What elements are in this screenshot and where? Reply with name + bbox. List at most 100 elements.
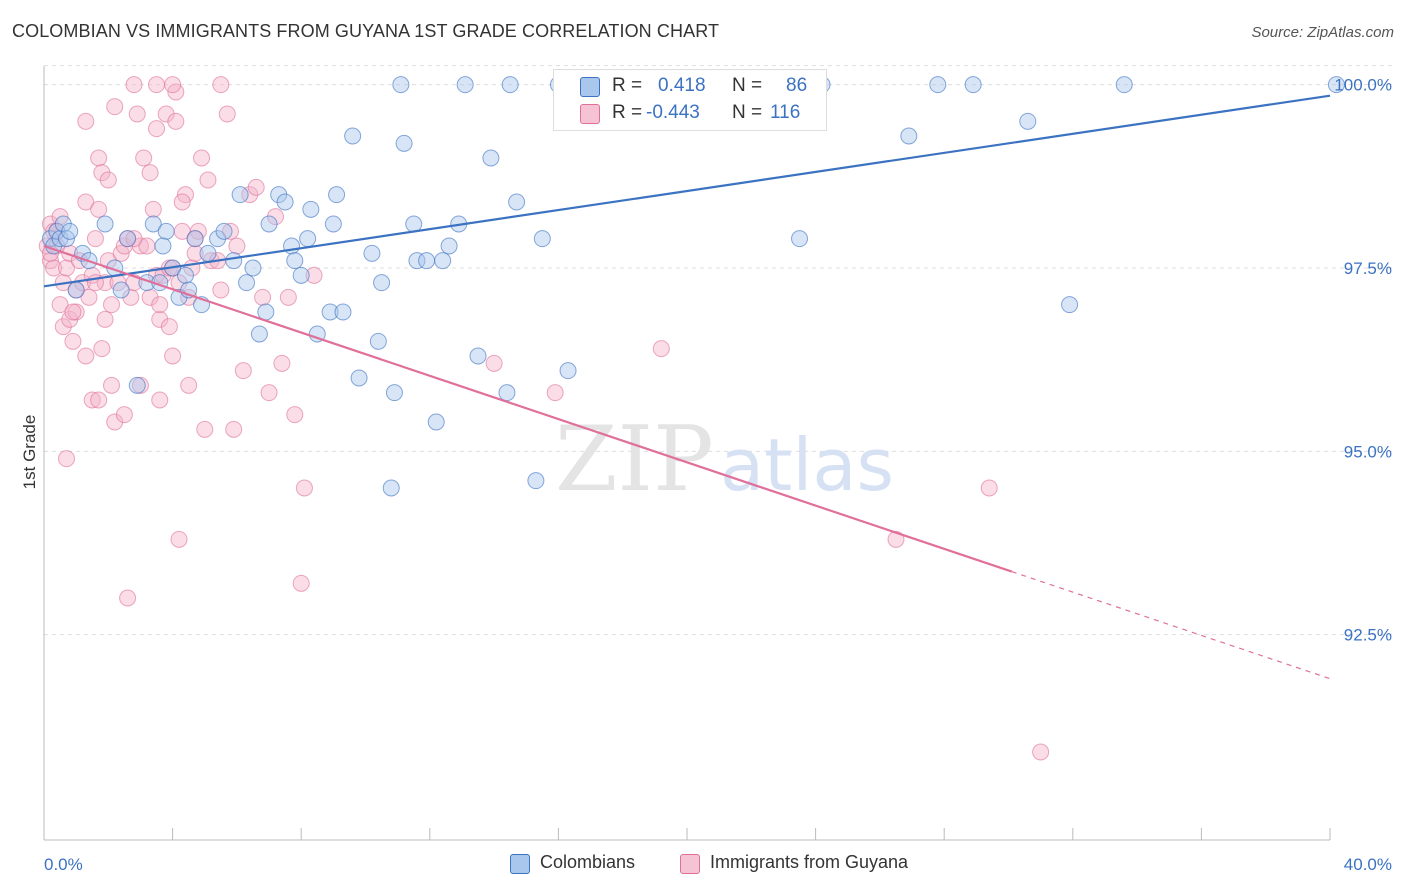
guyana-point xyxy=(77,112,95,130)
colombian-point xyxy=(498,384,516,402)
legend-label-guyana: Immigrants from Guyana xyxy=(710,852,909,872)
y-tick-label: 95.0% xyxy=(1344,442,1392,461)
guyana-point xyxy=(77,193,95,211)
guyana-point xyxy=(193,149,211,167)
colombian-point xyxy=(427,413,445,431)
guyana-point xyxy=(45,259,63,277)
colombian-point xyxy=(96,215,114,233)
source-label: Source: ZipAtlas.com xyxy=(1251,24,1394,41)
guyana-point xyxy=(148,76,166,94)
y-axis-label: 1st Grade xyxy=(20,415,39,490)
legend-r-label: R = xyxy=(612,102,643,123)
legend-row-colombians: R = 0.418 N = 86 xyxy=(554,73,826,99)
colombian-point xyxy=(250,325,268,343)
guyana-point xyxy=(99,171,117,189)
watermark-atlas: atlas xyxy=(720,423,894,507)
series-colombians-points xyxy=(41,76,1345,497)
guyana-point xyxy=(652,340,670,358)
colombians-trend-line xyxy=(43,94,1331,288)
colombian-point xyxy=(308,325,326,343)
colombian-point xyxy=(434,252,452,270)
colombian-point xyxy=(215,222,233,240)
guyana-point xyxy=(247,178,265,196)
guyana-point xyxy=(148,120,166,138)
guyana-point xyxy=(115,406,133,424)
colombian-point xyxy=(260,215,278,233)
guyana-point xyxy=(119,589,137,607)
guyana-point xyxy=(90,200,108,218)
guyana-point xyxy=(135,149,153,167)
colombian-point xyxy=(299,230,317,248)
colombian-point xyxy=(385,384,403,402)
guyana-point xyxy=(86,230,104,248)
colombian-point xyxy=(1019,112,1037,130)
colombian-point xyxy=(128,376,146,394)
stats-legend: R = 0.418 N = 86 R = -0.443 N = 116 xyxy=(553,69,827,131)
legend-swatch-guyana xyxy=(680,854,700,874)
colombian-point xyxy=(328,186,346,204)
guyana-point xyxy=(218,105,236,123)
guyana-point xyxy=(212,281,230,299)
guyana-point xyxy=(90,149,108,167)
guyana-point xyxy=(58,450,76,468)
colombian-point xyxy=(469,347,487,365)
guyana-point xyxy=(170,530,188,548)
guyana-point xyxy=(887,530,905,548)
guyana-point xyxy=(241,186,259,204)
guyana-point xyxy=(167,112,185,130)
guyana-point xyxy=(90,391,108,409)
guyana-trend-line-extension xyxy=(1011,571,1331,680)
colombian-point xyxy=(1061,296,1079,314)
watermark: ZIP atlas xyxy=(555,407,894,512)
colombian-point xyxy=(344,127,362,145)
guyana-point xyxy=(131,237,149,255)
colombian-point xyxy=(1115,76,1133,94)
trend-lines xyxy=(43,94,1331,680)
colombian-point xyxy=(302,200,320,218)
colombian-point xyxy=(144,215,162,233)
guyana-point xyxy=(186,244,204,262)
guyana-point xyxy=(254,288,272,306)
guyana-point xyxy=(234,362,252,380)
guyana-point xyxy=(151,296,169,314)
guyana-point xyxy=(58,259,76,277)
colombian-point xyxy=(276,193,294,211)
chart-title: COLOMBIAN VS IMMIGRANTS FROM GUYANA 1ST … xyxy=(12,21,720,41)
colombian-point xyxy=(527,472,545,490)
legend-n-label: N = xyxy=(732,75,763,96)
colombian-point xyxy=(482,149,500,167)
guyana-point xyxy=(103,376,121,394)
colombian-point xyxy=(61,222,79,240)
colombian-point xyxy=(199,244,217,262)
guyana-point xyxy=(151,391,169,409)
tick-labels: 92.5% 95.0% 97.5% 100.0% 0.0% 40.0% xyxy=(44,76,1392,874)
colombian-point xyxy=(154,237,172,255)
guyana-point xyxy=(286,406,304,424)
colombian-point xyxy=(334,303,352,321)
colombian-point xyxy=(350,369,368,387)
guyana-point xyxy=(199,171,217,189)
legend-n-value: 86 xyxy=(786,75,808,96)
guyana-point xyxy=(980,479,998,497)
legend-r-value: 0.418 xyxy=(658,75,706,96)
legend-row-guyana: R = -0.443 N = 116 xyxy=(554,100,826,126)
guyana-point xyxy=(295,479,313,497)
guyana-point xyxy=(164,76,182,94)
guyana-point xyxy=(196,420,214,438)
colombian-point xyxy=(363,244,381,262)
guyana-point xyxy=(173,193,191,211)
guyana-point xyxy=(221,222,239,240)
colombian-point xyxy=(54,215,72,233)
guyana-point xyxy=(305,266,323,284)
series-guyana-points xyxy=(38,76,1050,761)
colombian-point xyxy=(324,215,342,233)
legend-r-value: -0.443 xyxy=(646,102,700,123)
guyana-point xyxy=(64,332,82,350)
colombian-point xyxy=(321,303,339,321)
colombian-point xyxy=(231,186,249,204)
colombian-point xyxy=(418,252,436,270)
legend-swatch-blue xyxy=(580,77,600,97)
colombian-point xyxy=(964,76,982,94)
colombian-point xyxy=(408,252,426,270)
